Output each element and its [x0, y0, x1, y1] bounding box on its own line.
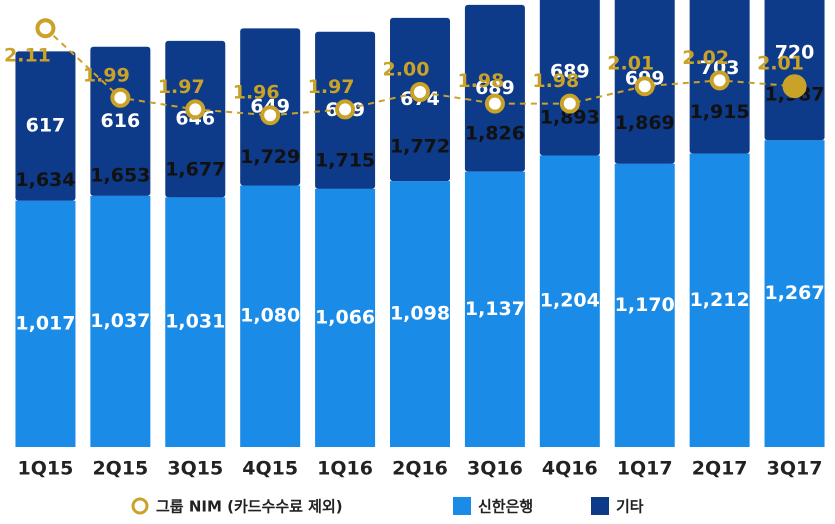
x-tick-label: 4Q15 — [242, 458, 298, 480]
nim-label: 1.98 — [532, 70, 579, 92]
nim-label: 2.01 — [607, 53, 654, 75]
bar-segment — [390, 181, 450, 447]
bar-value-label: 1,204 — [540, 290, 600, 312]
legend-marker — [453, 497, 471, 515]
x-tick-label: 2Q17 — [692, 458, 748, 480]
bar-value-label: 720 — [775, 42, 815, 64]
nim-label: 2.01 — [757, 53, 804, 75]
bar-value-label: 689 — [550, 61, 590, 83]
legend-marker — [591, 497, 609, 515]
bar-segment — [240, 185, 301, 447]
bar-value-label: 1,066 — [315, 306, 375, 328]
total-label: 1,772 — [390, 136, 450, 158]
nim-marker — [709, 70, 730, 91]
bar-value-label: 616 — [101, 110, 141, 132]
nim-marker — [260, 105, 281, 126]
total-label: 1,915 — [690, 101, 750, 123]
bar-segment — [464, 4, 525, 172]
x-tick-label: 1Q17 — [617, 458, 673, 480]
legend-label: 신한은행 — [478, 498, 533, 516]
bar-value-label: 1,267 — [764, 282, 824, 304]
legend-label: 그룹 NIM (카드수수료 제외) — [156, 498, 343, 516]
total-label: 1,677 — [165, 159, 225, 181]
nim-marker — [410, 82, 430, 102]
bar-value-label: 617 — [26, 115, 66, 137]
bar-value-label: 1,080 — [240, 305, 300, 327]
bar-segment — [464, 171, 525, 447]
bar-segment — [764, 0, 825, 141]
bar-segment — [539, 0, 600, 156]
bar-value-label: 1,137 — [465, 298, 525, 320]
nim-marker — [634, 76, 655, 97]
x-tick-label: 3Q17 — [767, 458, 823, 480]
x-tick-label: 1Q15 — [18, 458, 74, 480]
bar-value-label: 1,098 — [390, 303, 450, 325]
bar-value-label: 1,031 — [165, 311, 225, 333]
total-label: 1,715 — [315, 150, 375, 172]
legend-label: 기타 — [616, 498, 644, 516]
total-label: 1,653 — [90, 165, 150, 187]
nim-marker — [484, 93, 505, 114]
bar-segment — [315, 188, 376, 447]
x-tick-label: 3Q15 — [167, 458, 223, 480]
nim-label: 1.96 — [233, 82, 280, 104]
nim-label: 1.99 — [83, 64, 130, 86]
nim-label: 1.97 — [308, 76, 355, 98]
x-tick-label: 1Q16 — [317, 458, 373, 480]
bar-segment — [90, 195, 151, 447]
x-tick-label: 3Q16 — [467, 458, 523, 480]
nim-marker — [782, 74, 807, 99]
nim-marker — [335, 99, 356, 120]
total-label: 1,729 — [240, 146, 300, 168]
nim-label: 1.98 — [457, 70, 504, 92]
bar-segment — [15, 200, 76, 447]
bar-value-label: 1,212 — [690, 289, 750, 311]
bar-value-label: 689 — [475, 77, 515, 99]
bar-segment — [764, 140, 825, 447]
x-tick-label: 4Q16 — [542, 458, 598, 480]
x-tick-label: 2Q16 — [392, 458, 448, 480]
bar-value-label: 1,037 — [90, 310, 150, 332]
bar-segment — [689, 153, 750, 447]
bar-segment — [539, 155, 600, 447]
total-label: 1,869 — [615, 112, 675, 134]
bar-value-label: 1,170 — [615, 294, 675, 316]
total-label: 1,634 — [15, 169, 75, 191]
nim-label: 1.97 — [158, 76, 205, 98]
bar-segment — [165, 197, 226, 447]
total-label: 1,826 — [465, 123, 525, 145]
nim-label: 2.11 — [4, 45, 51, 67]
x-tick-label: 2Q15 — [92, 458, 148, 480]
total-label: 1,893 — [540, 106, 600, 128]
nim-marker — [559, 93, 580, 114]
bar-value-label: 1,017 — [15, 312, 75, 334]
bar-segment — [15, 51, 76, 201]
nim-marker — [110, 87, 131, 108]
bar-segment — [614, 163, 675, 447]
nim-label: 2.00 — [383, 59, 430, 81]
nim-label: 2.02 — [682, 47, 729, 69]
nim-marker — [185, 99, 206, 120]
legend-marker — [131, 497, 149, 515]
nim-marker — [35, 18, 56, 39]
bar-value-label: 703 — [700, 57, 740, 79]
